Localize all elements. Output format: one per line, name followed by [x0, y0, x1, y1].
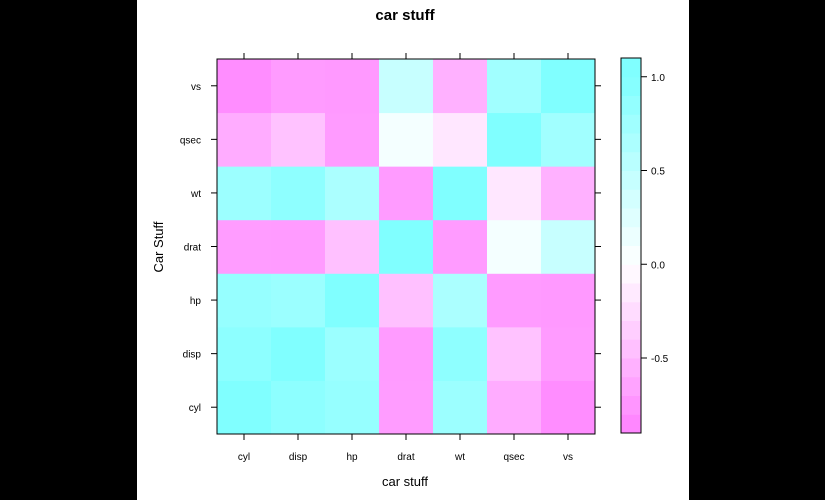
x-tick-label: disp — [289, 452, 308, 463]
heatmap-cell-vs-wt — [433, 59, 488, 114]
heatmap-cell-disp-wt — [433, 326, 488, 381]
heatmap-cell-cyl-qsec — [487, 380, 542, 435]
plot-panel: car stuff car stuff Car Stuff cyl disp hp d… — [137, 0, 689, 500]
heatmap-cell-hp-qsec — [487, 273, 542, 328]
heatmap-cell-cyl-drat — [379, 380, 434, 435]
colorbar-tick-label: 1.0 — [651, 73, 665, 84]
heatmap-cell-wt-vs — [541, 166, 596, 221]
colorbar-segment — [621, 320, 641, 340]
colorbar-tick-label: 0.5 — [651, 167, 665, 178]
heatmap-cell-drat-qsec — [487, 219, 542, 274]
heatmap-chart: car stuff car stuff Car Stuff cyl disp hp d… — [151, 7, 669, 489]
colorbar-segment — [621, 358, 641, 378]
x-tick-label: qsec — [503, 452, 524, 463]
y-tick-label: cyl — [189, 403, 201, 414]
colorbar-tick-label: 0.0 — [651, 260, 665, 271]
heatmap-cell-disp-qsec — [487, 326, 542, 381]
heatmap-cell-qsec-wt — [433, 112, 488, 167]
heatmap-cell-disp-drat — [379, 326, 434, 381]
x-tick-label: vs — [563, 452, 573, 463]
heatmap-cell-disp-hp — [325, 326, 380, 381]
heatmap-cell-wt-drat — [379, 166, 434, 221]
heatmap-cell-drat-hp — [325, 219, 380, 274]
plot-frame — [216, 58, 596, 435]
heatmap-cell-qsec-vs — [541, 112, 596, 167]
heatmap-cell-hp-disp — [271, 273, 326, 328]
y-tick-label: wt — [190, 189, 201, 200]
colorbar-segment — [621, 414, 641, 434]
colorbar-segment — [621, 376, 641, 396]
heatmap-cell-wt-cyl — [217, 166, 272, 221]
x-tick-label: hp — [346, 452, 358, 463]
heatmap-cell-disp-vs — [541, 326, 596, 381]
heatmap-cell-hp-drat — [379, 273, 434, 328]
colorbar-segment — [621, 226, 641, 246]
x-tick-label: cyl — [238, 452, 250, 463]
heatmap-cell-disp-disp — [271, 326, 326, 381]
heatmap-cell-hp-cyl — [217, 273, 272, 328]
heatmap-cell-vs-hp — [325, 59, 380, 114]
heatmap-cell-vs-qsec — [487, 59, 542, 114]
colorbar-tick-label: -0.5 — [651, 354, 669, 365]
heatmap-cell-wt-wt — [433, 166, 488, 221]
colorbar-segment — [621, 264, 641, 284]
colorbar-segment — [621, 395, 641, 415]
chart-title: car stuff — [375, 7, 435, 24]
heatmap-cell-vs-vs — [541, 59, 596, 114]
colorbar-frame — [620, 57, 642, 434]
heatmap-cell-vs-cyl — [217, 59, 272, 114]
colorbar-segment — [621, 189, 641, 209]
heatmap-cell-disp-cyl — [217, 326, 272, 381]
x-tick-label: wt — [454, 452, 465, 463]
x-axis-label: car stuff — [382, 474, 428, 489]
colorbar-segment — [621, 95, 641, 115]
heatmap-cell-wt-hp — [325, 166, 380, 221]
y-tick-label: disp — [183, 350, 202, 361]
heatmap-cell-drat-drat — [379, 219, 434, 274]
y-tick-label: drat — [184, 243, 201, 254]
colorbar-segment — [621, 151, 641, 171]
heatmap-cells — [217, 59, 596, 435]
heatmap-cell-wt-disp — [271, 166, 326, 221]
colorbar: 1.0 0.5 0.0 -0.5 — [620, 57, 669, 434]
heatmap-cell-drat-wt — [433, 219, 488, 274]
heatmap-cell-drat-cyl — [217, 219, 272, 274]
colorbar-segment — [621, 76, 641, 96]
colorbar-segment — [621, 170, 641, 190]
heatmap-cell-hp-wt — [433, 273, 488, 328]
heatmap-cell-hp-vs — [541, 273, 596, 328]
x-tick-label: drat — [397, 452, 414, 463]
heatmap-cell-qsec-drat — [379, 112, 434, 167]
heatmap-cell-wt-qsec — [487, 166, 542, 221]
heatmap-cell-cyl-hp — [325, 380, 380, 435]
heatmap-cell-qsec-qsec — [487, 112, 542, 167]
heatmap-cell-cyl-disp — [271, 380, 326, 435]
colorbar-segment — [621, 339, 641, 359]
colorbar-segment — [621, 245, 641, 265]
colorbar-segment — [621, 58, 641, 78]
heatmap-cell-cyl-vs — [541, 380, 596, 435]
heatmap-cell-qsec-cyl — [217, 112, 272, 167]
axis-ticks: cyl disp hp drat wt qsec vs cyl disp hp drat wt qsec… — [180, 53, 601, 463]
heatmap-cell-vs-disp — [271, 59, 326, 114]
heatmap-cell-vs-drat — [379, 59, 434, 114]
heatmap-cell-drat-disp — [271, 219, 326, 274]
heatmap-cell-qsec-hp — [325, 112, 380, 167]
y-axis-label: Car Stuff — [151, 221, 166, 272]
y-tick-label: hp — [190, 296, 202, 307]
colorbar-segment — [621, 301, 641, 321]
heatmap-cell-cyl-cyl — [217, 380, 272, 435]
colorbar-segment — [621, 133, 641, 153]
colorbar-segment — [621, 283, 641, 303]
heatmap-cell-hp-hp — [325, 273, 380, 328]
heatmap-cell-cyl-wt — [433, 380, 488, 435]
y-tick-label: qsec — [180, 135, 201, 146]
y-tick-label: vs — [191, 82, 201, 93]
colorbar-segment — [621, 208, 641, 228]
heatmap-cell-qsec-disp — [271, 112, 326, 167]
heatmap-cell-drat-vs — [541, 219, 596, 274]
colorbar-segment — [621, 114, 641, 134]
